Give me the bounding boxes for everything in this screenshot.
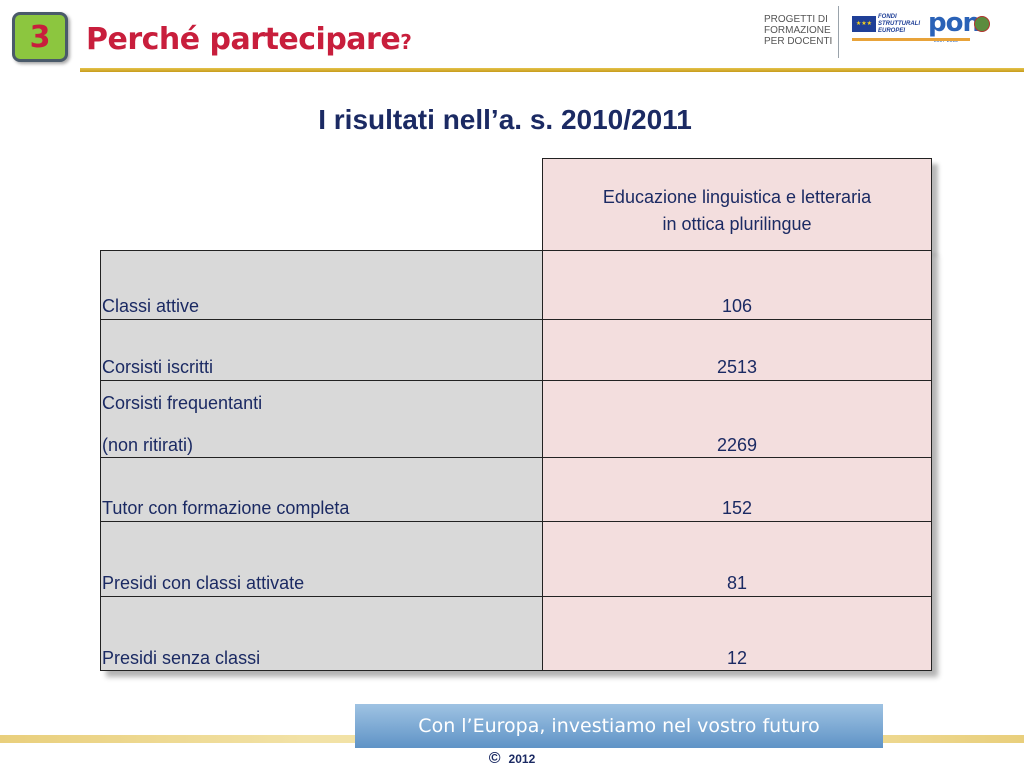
italian-republic-emblem-icon <box>974 16 990 32</box>
table-row-label-cell <box>100 250 543 320</box>
slide-number-badge: 3 <box>12 12 68 62</box>
copyright-icon: © <box>488 750 501 767</box>
table-row-value-cell <box>542 319 932 381</box>
table-row-label-cell <box>100 521 543 597</box>
row-label: Corsisti iscritti <box>102 357 213 377</box>
row-label: Presidi con classi attivate <box>102 573 305 593</box>
pon-years-text: 2007-2013 <box>934 38 958 44</box>
column-header-cell <box>542 158 932 251</box>
row-label-line1: Corsisti frequentanti <box>102 393 263 413</box>
row-value: 2269 <box>716 435 758 455</box>
column-header-line2: in ottica plurilingue <box>662 214 812 234</box>
row-value: 152 <box>721 498 753 518</box>
table-row-value-cell <box>542 380 932 458</box>
progetti-logo-text: PROGETTI DI FORMAZIONE PER DOCENTI <box>764 14 833 47</box>
slide-title-text: Perché partecipare <box>86 22 401 57</box>
row-label: Tutor con formazione completa <box>102 498 350 518</box>
table-row-value-cell <box>542 521 932 597</box>
logo-area <box>752 2 1024 66</box>
row-label: (non ritirati) <box>102 435 194 455</box>
row-label: Presidi senza classi <box>102 648 261 668</box>
copyright: © 2012 <box>0 750 1024 768</box>
table-row-value-cell <box>542 457 932 522</box>
slide-title-suffix: ? <box>400 30 412 54</box>
logo-separator <box>838 6 839 58</box>
fse-strip <box>852 38 970 41</box>
row-value: 106 <box>721 296 753 316</box>
column-header-text: Educazione linguistica e letteraria in o… <box>542 184 932 238</box>
table-row-value-cell <box>542 250 932 320</box>
header-divider <box>80 68 1024 72</box>
table-row-label-cell <box>100 457 543 522</box>
row-value: 12 <box>726 648 748 668</box>
table-row-label-cell <box>100 319 543 381</box>
slide-title: Perché partecipare? <box>86 22 412 57</box>
table-row-value-cell <box>542 596 932 671</box>
row-value: 81 <box>726 573 748 593</box>
row-label: Classi attive <box>102 296 200 316</box>
pon-logo-text: pon <box>928 8 981 38</box>
footer-banner: Con l’Europa, investiamo nel vostro futu… <box>355 704 883 748</box>
eu-flag-icon: ★★★ <box>852 16 876 32</box>
fondi-strutturali-text: FONDI STRUTTURALI EUROPEI <box>878 14 920 34</box>
column-header-line1: Educazione linguistica e letteraria <box>602 187 872 207</box>
page-heading: I risultati nell’a. s. 2010/2011 <box>318 104 692 135</box>
row-value: 2513 <box>716 357 758 377</box>
copyright-year: 2012 <box>508 752 536 766</box>
footer-banner-text: Con l’Europa, investiamo nel vostro futu… <box>418 715 820 737</box>
table-row-label-cell <box>100 596 543 671</box>
